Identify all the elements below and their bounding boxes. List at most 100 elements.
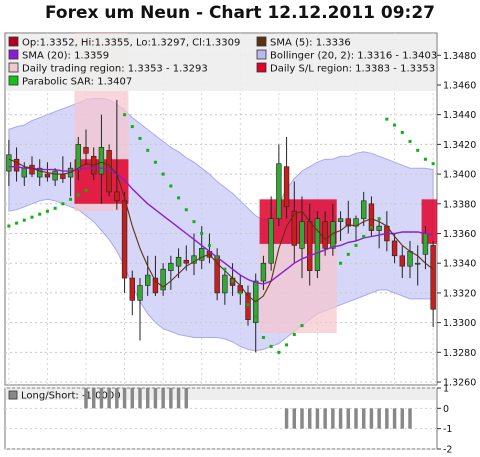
sar-point xyxy=(431,162,435,166)
y-tick-label: 1.3400 xyxy=(443,170,476,181)
sar-point xyxy=(161,172,165,176)
sar-point xyxy=(362,234,366,238)
sar-point xyxy=(123,113,127,117)
candle-body xyxy=(291,210,297,246)
legend-swatch xyxy=(8,62,19,73)
candle-body xyxy=(422,233,429,255)
sar-point xyxy=(38,212,42,216)
long-short-bar xyxy=(122,388,127,409)
candle-body xyxy=(6,154,12,172)
long-short-bar xyxy=(369,408,374,429)
candle-body xyxy=(21,167,27,178)
candle-body xyxy=(145,274,151,286)
candle-body xyxy=(407,251,413,267)
long-short-bar xyxy=(315,408,320,429)
candle-body xyxy=(415,262,421,265)
legend-label: Parabolic SAR: 1.3407 xyxy=(22,77,132,88)
sub-y-tick-label: -1 xyxy=(443,424,452,435)
candle-body xyxy=(191,255,197,264)
y-tick-label: 1.3260 xyxy=(443,378,476,389)
long-short-bar xyxy=(115,388,119,409)
candle-body xyxy=(391,240,398,257)
candle-body xyxy=(52,170,58,181)
candle-body xyxy=(376,225,382,231)
chart-title: Forex um Neun - Chart 12.12.2011 09:27 xyxy=(45,3,435,23)
candle-body xyxy=(37,167,43,178)
sar-point xyxy=(61,202,65,206)
long-short-bar xyxy=(346,408,351,429)
candle-body xyxy=(75,144,81,170)
candle-body xyxy=(337,218,344,222)
sar-point xyxy=(223,267,227,271)
sar-point xyxy=(130,125,134,129)
candle-body xyxy=(368,203,375,231)
y-tick-label: 1.3280 xyxy=(443,348,476,359)
sar-point xyxy=(30,215,34,219)
candle-body xyxy=(137,285,143,301)
candle-body xyxy=(399,255,405,267)
sar-point xyxy=(416,148,420,152)
long-short-bar xyxy=(138,388,142,409)
candle-body xyxy=(183,259,189,264)
candle-body xyxy=(299,221,305,249)
sar-point xyxy=(377,217,381,221)
sma5-line xyxy=(8,158,434,303)
legend-swatch xyxy=(8,75,19,86)
sar-point xyxy=(45,209,49,213)
sub-y-tick-label: 0 xyxy=(443,404,449,415)
sub-y-tick-label: -2 xyxy=(443,445,452,456)
sar-point xyxy=(354,243,358,247)
candle-body xyxy=(260,262,267,282)
sar-point xyxy=(393,123,397,127)
sar-point xyxy=(269,344,273,348)
sar-point xyxy=(138,136,142,140)
long-short-bar xyxy=(161,388,165,409)
sar-point xyxy=(300,324,304,328)
sar-point xyxy=(246,303,250,307)
candle-body xyxy=(361,200,367,219)
long-short-bar xyxy=(400,408,405,429)
long-short-bar xyxy=(91,388,96,409)
sar-point xyxy=(76,193,80,197)
long-short-bar xyxy=(145,388,150,409)
sar-point xyxy=(400,131,404,135)
legend-label: Daily trading region: 1.3353 - 1.3293 xyxy=(22,64,208,75)
candle-body xyxy=(268,218,274,264)
candle-body xyxy=(283,166,290,208)
candle-body xyxy=(160,268,166,291)
candle-body xyxy=(430,245,436,310)
sar-point xyxy=(285,343,289,347)
candle-body xyxy=(152,277,159,294)
sub-legend-background xyxy=(6,389,436,400)
sar-point xyxy=(53,206,57,210)
sar-point xyxy=(369,226,373,230)
sar-point xyxy=(215,255,219,259)
candle-body xyxy=(60,173,66,179)
candle-body xyxy=(114,191,120,202)
sar-point xyxy=(238,291,242,295)
long-short-bar xyxy=(153,388,158,409)
legend-label: SMA (20): 1.3359 xyxy=(22,51,109,62)
sma20-line xyxy=(8,166,434,285)
sub-y-tick-label: 1 xyxy=(443,384,449,395)
candle-body xyxy=(121,200,128,279)
candle-body xyxy=(199,248,205,261)
y-tick-label: 1.3480 xyxy=(443,51,476,62)
sar-point xyxy=(346,252,350,256)
y-tick-label: 1.3300 xyxy=(443,318,476,329)
y-tick-label: 1.3380 xyxy=(443,199,476,210)
long-short-bar xyxy=(300,408,304,429)
long-short-bar xyxy=(361,408,366,429)
candle-body xyxy=(29,164,35,175)
chart-legend: Op:1.3352, Hi:1.3355, Lo:1.3297, Cl:1.33… xyxy=(6,34,437,91)
long-short-bar xyxy=(338,408,343,429)
legend-label: Bollinger (20, 2): 1.3316 - 1.3403 xyxy=(270,51,437,62)
y-tick-label: 1.3340 xyxy=(443,259,476,270)
legend-swatch xyxy=(8,49,19,60)
sar-point xyxy=(146,148,150,152)
legend-swatch xyxy=(256,49,267,60)
sar-point xyxy=(385,117,389,121)
sar-point xyxy=(292,333,296,337)
sar-point xyxy=(207,243,211,247)
